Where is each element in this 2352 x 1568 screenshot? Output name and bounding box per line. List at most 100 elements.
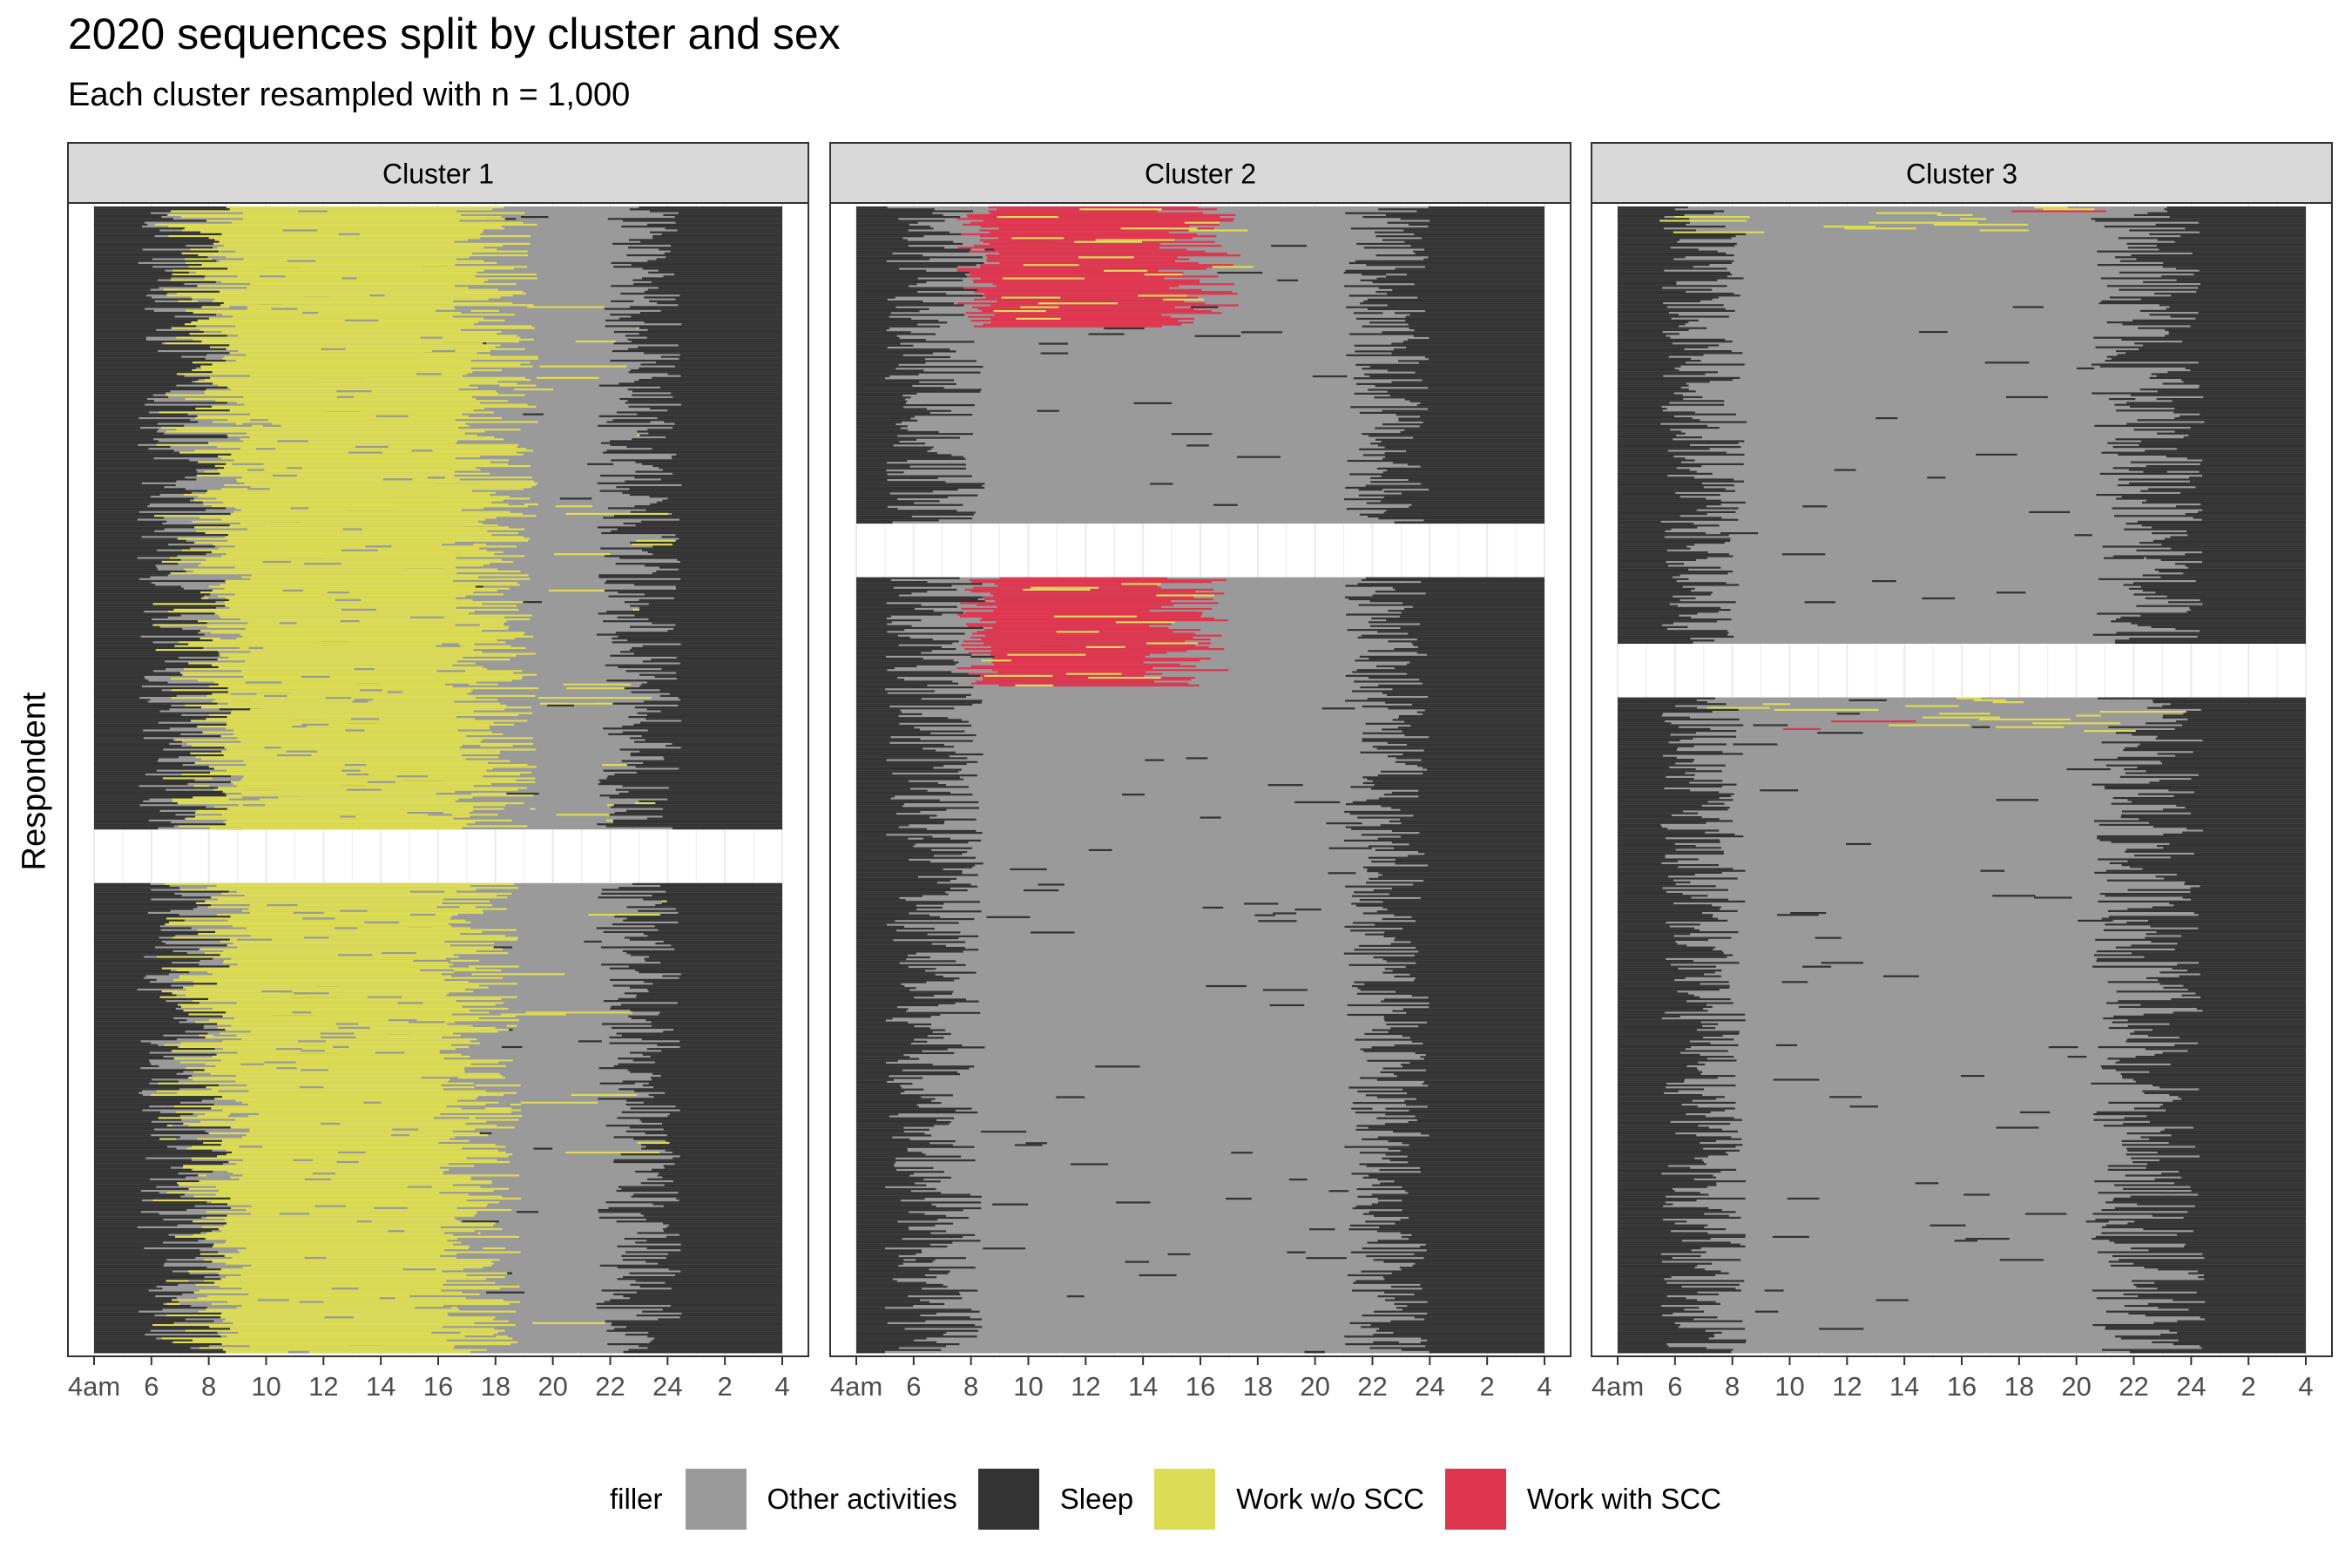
seq-sleep — [94, 528, 165, 531]
seq-sleep — [94, 536, 142, 538]
seq-sleep — [856, 1104, 917, 1106]
x-tick-label: 6 — [144, 1371, 159, 1402]
seq-sleep — [1360, 1048, 1544, 1051]
seq-sleep — [644, 1214, 782, 1218]
seq-work-with-scc — [996, 621, 1147, 624]
seq-work-wo-scc — [221, 1139, 470, 1143]
seq-sleep — [499, 792, 539, 795]
seq-sleep — [2108, 398, 2136, 401]
seq-other — [257, 1299, 289, 1301]
seq-sleep — [94, 558, 181, 562]
seq-sleep — [1345, 585, 1544, 588]
seq-sleep — [602, 1023, 782, 1026]
seq-other — [856, 1000, 1544, 1004]
seq-sleep — [856, 688, 886, 691]
seq-sleep — [94, 449, 174, 452]
seq-other — [856, 749, 1544, 753]
seq-work-wo-scc — [236, 478, 460, 481]
seq-sleep — [1349, 1321, 1544, 1325]
seq-sleep — [617, 528, 782, 531]
seq-other — [856, 226, 1544, 228]
seq-other — [856, 1017, 1544, 1020]
seq-sleep — [1618, 294, 1740, 297]
seq-work-wo-scc — [183, 673, 537, 677]
seq-sleep — [94, 782, 188, 786]
seq-sleep — [856, 239, 908, 242]
seq-sleep — [94, 890, 229, 894]
seq-sleep — [1384, 446, 1544, 449]
seq-other — [856, 1324, 1544, 1327]
seq-sleep — [856, 1295, 909, 1298]
seq-sleep — [618, 666, 782, 669]
seq-sleep — [655, 903, 782, 907]
seq-sleep — [94, 1071, 184, 1074]
seq-other — [299, 1301, 324, 1304]
seq-sleep — [856, 1192, 942, 1194]
seq-sleep — [1191, 306, 1219, 309]
seq-other — [856, 644, 1544, 647]
seq-sleep — [856, 1328, 905, 1331]
seq-sleep — [856, 832, 983, 835]
seq-sleep — [856, 943, 932, 946]
seq-other — [408, 1021, 445, 1024]
seq-other — [856, 772, 1544, 775]
seq-sleep — [2077, 367, 2095, 370]
seq-other — [287, 1350, 309, 1354]
seq-sleep — [1375, 427, 1544, 430]
seq-work-wo-scc — [563, 683, 632, 686]
seq-work-wo-scc — [193, 1195, 503, 1199]
seq-sleep — [94, 362, 193, 364]
seq-sleep — [856, 425, 908, 428]
seq-sleep — [1413, 814, 1544, 817]
seq-sleep — [1409, 400, 1544, 403]
seq-work-wo-scc — [209, 1019, 519, 1022]
seq-sleep — [1399, 615, 1544, 618]
seq-sleep — [1243, 902, 1279, 905]
seq-sleep — [1386, 275, 1544, 278]
seq-other — [856, 1347, 1544, 1350]
seq-sleep — [94, 464, 215, 468]
seq-sleep — [94, 544, 169, 546]
seq-sleep — [856, 398, 905, 402]
seq-sleep — [856, 252, 893, 255]
seq-other — [1618, 376, 2306, 380]
seq-sleep — [1427, 1339, 1544, 1342]
seq-sleep — [94, 400, 154, 402]
seq-work-wo-scc — [179, 825, 528, 828]
seq-sleep — [856, 841, 969, 844]
seq-other — [1618, 413, 2306, 416]
seq-work-wo-scc — [218, 1272, 507, 1275]
seq-sleep — [219, 708, 260, 711]
seq-sleep — [1355, 260, 1544, 263]
seq-work-wo-scc — [208, 906, 476, 909]
seq-sleep — [1429, 220, 1544, 223]
seq-sleep — [94, 429, 159, 431]
seq-sleep — [1352, 671, 1544, 673]
seq-other — [856, 728, 1544, 731]
seq-sleep — [856, 218, 899, 220]
seq-sleep — [662, 1122, 782, 1125]
seq-sleep — [94, 1333, 145, 1336]
seq-sleep — [1347, 1274, 1544, 1277]
seq-other — [299, 1086, 324, 1089]
seq-sleep — [662, 808, 782, 811]
seq-sleep — [2012, 306, 2044, 308]
seq-sleep — [1393, 1130, 1544, 1133]
seq-other — [856, 1094, 1544, 1097]
seq-sleep — [94, 505, 148, 508]
seq-sleep — [94, 1021, 179, 1024]
seq-work — [1933, 223, 2028, 226]
seq-sleep — [856, 1334, 943, 1336]
seq-sleep — [856, 402, 906, 405]
seq-sleep — [856, 1046, 985, 1049]
seq-sleep — [94, 1227, 220, 1231]
seq-sleep — [1186, 757, 1208, 760]
seq-work-wo-scc — [211, 1201, 500, 1204]
seq-work-wo-scc — [214, 298, 489, 301]
seq-work-wo-scc — [198, 933, 461, 936]
seq-sleep — [856, 438, 917, 442]
seq-sleep — [1202, 906, 1224, 909]
seq-sleep — [642, 1053, 782, 1057]
seq-sleep — [94, 906, 198, 909]
seq-work-wo-scc — [205, 900, 490, 903]
